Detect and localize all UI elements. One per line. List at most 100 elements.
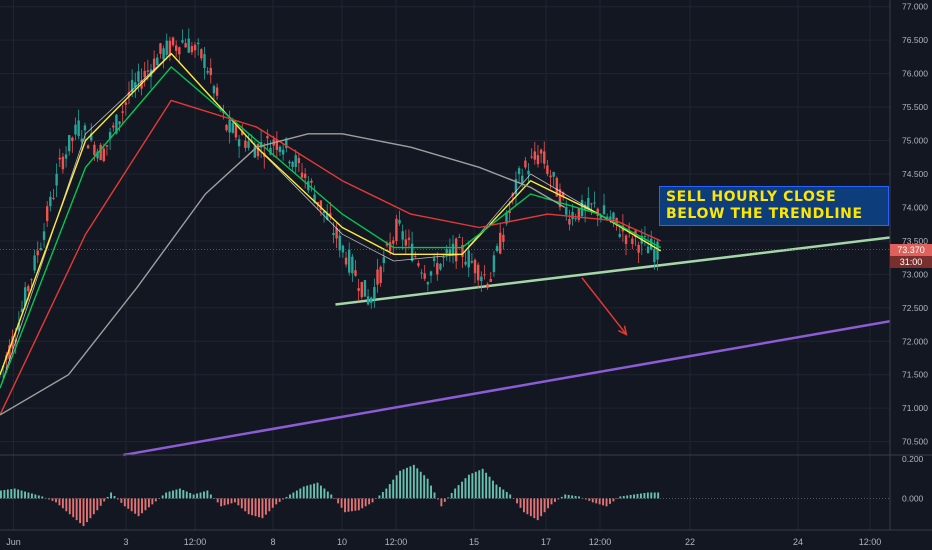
candle-body [373, 287, 376, 300]
oscillator-bar [361, 498, 364, 509]
candle-body [436, 263, 439, 275]
candle-body [599, 215, 603, 219]
oscillator-bar [299, 488, 302, 499]
candle-body [49, 196, 52, 207]
oscillator-bar [51, 498, 54, 501]
candle-body [269, 147, 272, 155]
oscillator-bar [285, 496, 288, 499]
candle-body [178, 47, 181, 55]
candle-body [335, 227, 338, 239]
oscillator-bar [385, 488, 388, 499]
candle-body [316, 201, 319, 205]
candle-body [464, 261, 467, 265]
oscillator-bar [560, 496, 563, 499]
candle-body [392, 240, 395, 244]
oscillator-bar [151, 498, 154, 505]
candle-body [275, 139, 279, 150]
candle-body [568, 218, 571, 225]
candle-body [231, 123, 235, 133]
candle-body [203, 54, 206, 68]
trendline [335, 236, 891, 306]
oscillator-bar [412, 464, 415, 499]
y-tick-label: 77.000 [902, 2, 928, 12]
candle-body [159, 43, 162, 54]
oscillator-bar [240, 498, 243, 509]
oscillator-bar [82, 498, 85, 527]
oscillator-bar [409, 466, 412, 499]
oscillator-bar [175, 489, 178, 499]
candle-body [502, 234, 505, 242]
candle-body [329, 213, 332, 218]
oscillator-bar [557, 498, 560, 500]
candle-body [602, 205, 606, 215]
candle-body [196, 42, 200, 45]
oscillator-bar [567, 494, 570, 499]
candle-body [200, 49, 203, 59]
candle-body [517, 168, 521, 175]
candle-body [385, 243, 389, 246]
oscillator-bar [646, 492, 649, 499]
candle-body [278, 146, 282, 153]
candle-body [127, 92, 131, 97]
candle-body [281, 149, 285, 155]
oscillator-bar [182, 490, 185, 499]
oscillator-bar [237, 498, 240, 506]
candle-body [618, 234, 621, 237]
candle-body [156, 57, 159, 66]
candle-body [420, 272, 423, 274]
candle-body [627, 227, 631, 229]
oscillator-bar [454, 488, 457, 499]
oscillator-bar [141, 498, 143, 514]
oscillator-bar [553, 498, 556, 502]
candle-body [93, 144, 96, 156]
oscillator-bar [244, 498, 247, 512]
oscillator-bar [381, 492, 384, 499]
oscillator-bar [27, 492, 30, 499]
oscillator-bar [120, 498, 123, 503]
oscillator-bar [268, 498, 271, 512]
oscillator-bar [529, 498, 532, 517]
candle-body [401, 231, 404, 240]
oscillator-bar [350, 498, 353, 512]
oscillator-bar [323, 488, 326, 499]
candle-body [134, 82, 137, 87]
y-tick-label: 76.500 [902, 35, 928, 45]
oscillator-bar [75, 498, 78, 521]
oscillator-bar [110, 492, 113, 499]
oscillator-bar [615, 498, 618, 499]
oscillator-bar [172, 490, 174, 499]
oscillator-bar [147, 498, 150, 508]
oscillator-bar [58, 498, 61, 506]
oscillator-bar [24, 491, 26, 499]
oscillator-bar [543, 498, 546, 513]
candle-body [300, 172, 304, 178]
candle-body [33, 255, 36, 271]
candle-body [555, 177, 559, 197]
oscillator-bar [309, 484, 312, 499]
oscillator-bar [13, 488, 16, 499]
candle-body [137, 71, 140, 82]
oscillator-bar [185, 491, 188, 499]
candle-body [30, 279, 33, 281]
x-tick-label: 17 [541, 537, 551, 547]
candle-body [253, 146, 257, 158]
candle-body [561, 192, 565, 197]
oscillator-bar [516, 498, 519, 504]
candle-body [288, 161, 291, 164]
candle-body [184, 43, 187, 48]
candle-body [354, 270, 357, 276]
candle-body [215, 87, 219, 96]
candle-body [294, 155, 297, 167]
oscillator-bar [6, 489, 9, 499]
candle-body [348, 249, 351, 273]
candle-body [181, 40, 184, 43]
candle-body [325, 213, 329, 220]
oscillator-bar [612, 498, 615, 502]
moving-average-line [0, 66, 662, 389]
trendline [123, 319, 891, 457]
x-tick-label: 8 [270, 537, 275, 547]
y-tick-label: 72.000 [902, 336, 928, 346]
oscillator-bar [275, 498, 278, 505]
y-tick-label: 72.500 [902, 303, 928, 313]
